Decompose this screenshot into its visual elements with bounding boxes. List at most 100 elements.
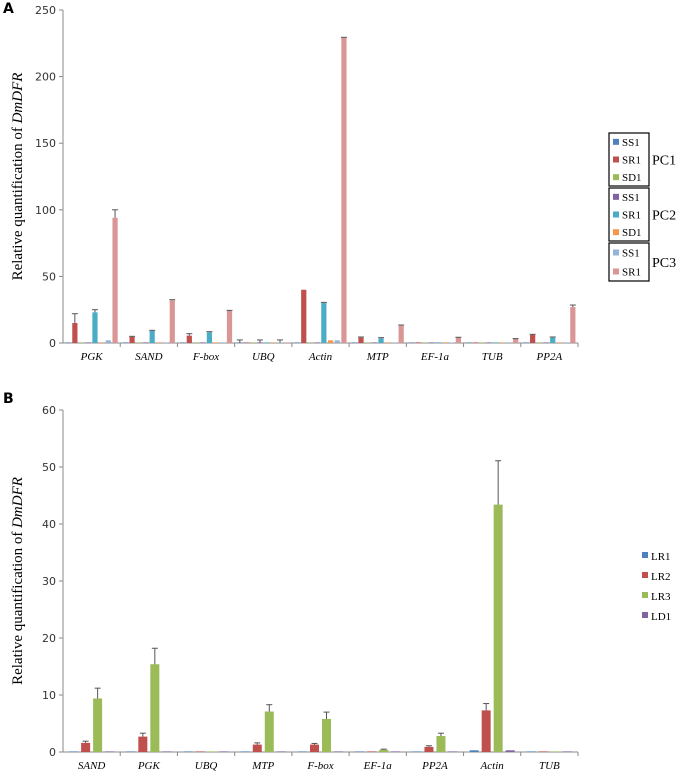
chart-a-bar-ef-1a-ss1-pc3: [449, 342, 455, 343]
chart-a-bar-ubq-ss1-pc3: [277, 342, 283, 343]
chart-a-bar-mtp-sr1-pc2: [378, 338, 384, 343]
chart-a-legend-label-sr1-pc1: SR1: [622, 155, 641, 167]
chart-b-bar-f-box-lr2: [310, 744, 319, 752]
chart-b-legend-label-lr1: LR1: [651, 551, 671, 563]
chart-a-x-tick-label: PGK: [80, 351, 104, 363]
chart-a-legend-swatch-sr1-pc1: [613, 156, 619, 163]
chart-a-bar-pp2a-ss1-pc1: [523, 342, 529, 343]
chart-a-bar-sand-sr1-pc3: [169, 300, 175, 343]
chart-b-bar-tub-lr3: [550, 751, 560, 752]
chart-b-x-tick-label: UBQ: [195, 760, 218, 772]
chart-a-x-tick-label: SAND: [135, 351, 163, 363]
chart-b-bar-ubq-ld1: [219, 751, 229, 752]
chart-b-bar-actin-lr1: [469, 750, 479, 752]
chart-a-x-tick-label: PP2A: [536, 351, 563, 363]
chart-a-bar-ef-1a-sd1-pc2: [442, 342, 448, 343]
chart-b-bar-sand-lr2: [81, 742, 91, 752]
chart-b-y-tick-label: 60: [42, 404, 56, 417]
chart-a-bar-ubq-ss1-pc1: [237, 342, 243, 343]
chart-a-legend-label-ss1-pc3: SS1: [622, 248, 640, 260]
chart-a-bar-tub-ss1-pc2: [486, 342, 492, 343]
chart-b-bar-sand-lr1: [69, 751, 79, 752]
chart-a-bar-pgk-sr1-pc3: [112, 217, 118, 343]
chart-a-bar-pp2a-sr1-pc2: [550, 337, 556, 343]
chart-a-bar-f-box-sd1-pc2: [213, 342, 219, 343]
chart-a-legend-swatch-sr1-pc3: [613, 268, 619, 275]
chart-a-y-axis-label: Relative quantification of DmDFR: [10, 73, 26, 281]
chart-a-bar-mtp-sr1-pc1: [358, 337, 364, 343]
chart-a-bar-ubq-ss1-pc2: [257, 342, 263, 343]
chart-b-x-tick-label: EF-1a: [363, 760, 393, 772]
chart-a-bar-actin-sd1-pc1: [307, 342, 314, 343]
chart-a-bar-f-box-sr1-pc1: [186, 335, 192, 343]
chart-a-bar-pp2a-sr1-pc3: [570, 307, 576, 343]
chart-b-y-tick-label: 10: [42, 689, 56, 702]
chart-a-bar-actin-ss1-pc3: [334, 340, 340, 343]
chart-a-y-axis-label-prefix: Relative quantification of: [10, 123, 26, 280]
chart-a-bar-pgk-sd1-pc1: [78, 342, 85, 343]
chart-a-bar-tub-ss1-pc3: [506, 342, 512, 343]
chart-b-bar-pgk-lr1: [126, 751, 136, 752]
chart-a-bar-f-box-ss1-pc1: [180, 342, 186, 343]
chart-b-y-axis-label-prefix: Relative quantification of: [10, 528, 26, 685]
chart-a-bar-pp2a-ss1-pc2: [543, 342, 549, 343]
chart-b-bar-mtp-lr1: [240, 751, 250, 752]
chart-a-bar-tub-ss1-pc1: [466, 342, 472, 343]
chart-b-x-tick-label: F-box: [306, 760, 333, 772]
chart-a-bar-sand-ss1-pc3: [162, 342, 169, 343]
chart-a-legend-box-pc3: [608, 242, 650, 282]
chart-a-legend-label-sd1-pc1: SD1: [622, 172, 642, 184]
chart-a-x-tick-label: Actin: [308, 351, 333, 363]
chart-b-x-tick-label: MTP: [251, 760, 274, 772]
chart-a-bar-sand-sr1-pc1: [129, 337, 135, 343]
chart-b-bar-sand-lr3: [93, 698, 103, 752]
chart-a-bar-pp2a-sd1-pc1: [536, 342, 542, 343]
chart-b-bar-mtp-lr2: [252, 744, 262, 752]
chart-a-bar-ubq-sd1-pc1: [250, 342, 256, 343]
chart-a-x-tick-label: F-box: [192, 351, 219, 363]
chart-a-bar-tub-sd1-pc1: [479, 342, 485, 343]
chart-b-x-tick-label: PGK: [137, 760, 161, 772]
chart-a-legend-box-pc2: [608, 187, 650, 242]
chart-a-x-tick-label: EF-1a: [420, 351, 450, 363]
chart-a-bar-mtp-sd1-pc1: [365, 342, 371, 343]
chart-a-legend-label-ss1-pc2: SS1: [622, 192, 640, 204]
chart-b-legend-swatch-lr3: [642, 592, 648, 598]
chart-b-x-tick-label: SAND: [78, 760, 106, 772]
chart-a-x-tick-label: UBQ: [252, 351, 275, 363]
chart-b-y-tick-label: 40: [42, 518, 56, 531]
chart-b-x-tick-label: PP2A: [421, 760, 448, 772]
chart-b-y-axis-label: Relative quantification of DmDFR: [10, 477, 26, 685]
chart-a-bar-pgk-ss1-pc3: [105, 340, 111, 343]
chart-a-bar-pp2a-ss1-pc3: [563, 342, 569, 343]
chart-a-bar-pgk-sr1-pc1: [72, 323, 78, 343]
chart-a-bar-sand-sd1-pc2: [156, 342, 162, 343]
chart-a-legend-swatch-ss1-pc3: [613, 249, 619, 256]
chart-a-bar-ef-1a-ss1-pc2: [428, 342, 435, 343]
chart-b-bar-ef-1a-ld1: [391, 751, 401, 752]
chart-a-bar-actin-sd1-pc2: [327, 340, 334, 343]
chart-a-legend-label-sr1-pc3: SR1: [622, 267, 641, 279]
chart-a-bar-pgk-sd1-pc2: [99, 342, 105, 343]
chart-a-bar-ef-1a-sr1-pc1: [415, 342, 421, 343]
chart-a-y-tick-label: 100: [35, 204, 56, 217]
chart-a-bar-actin-sr1-pc2: [321, 303, 327, 343]
chart-a-legend-label-sr1-pc2: SR1: [622, 210, 641, 222]
chart-a-legend-group-pc2: PC2: [652, 209, 676, 224]
chart-b-x-tick-label: Actin: [480, 760, 505, 772]
chart-a-legend-label-ss1-pc1: SS1: [622, 137, 640, 149]
chart-b-panel: B 0 10 20 30 40 50 60 Relative quantification of…: [3, 391, 671, 772]
chart-b-legend-label-lr3: LR3: [651, 591, 671, 603]
chart-b-bar-mtp-lr3: [264, 711, 274, 752]
chart-b-bar-f-box-lr3: [322, 718, 331, 752]
chart-a-bar-mtp-ss1-pc3: [391, 342, 398, 343]
chart-a-legend-box-pc1: [608, 132, 650, 187]
chart-b-y-tick-label: 0: [49, 746, 56, 759]
chart-a-bar-f-box-sr1-pc3: [226, 311, 233, 343]
chart-a-bar-mtp-sd1-pc2: [385, 342, 391, 343]
chart-b-bar-pgk-lr3: [150, 664, 160, 752]
chart-a-legend-group-pc3: PC3: [652, 256, 676, 271]
chart-a-legend-swatch-sd1-pc1: [613, 174, 619, 181]
chart-a-bar-ef-1a-sr1-pc2: [435, 342, 441, 343]
